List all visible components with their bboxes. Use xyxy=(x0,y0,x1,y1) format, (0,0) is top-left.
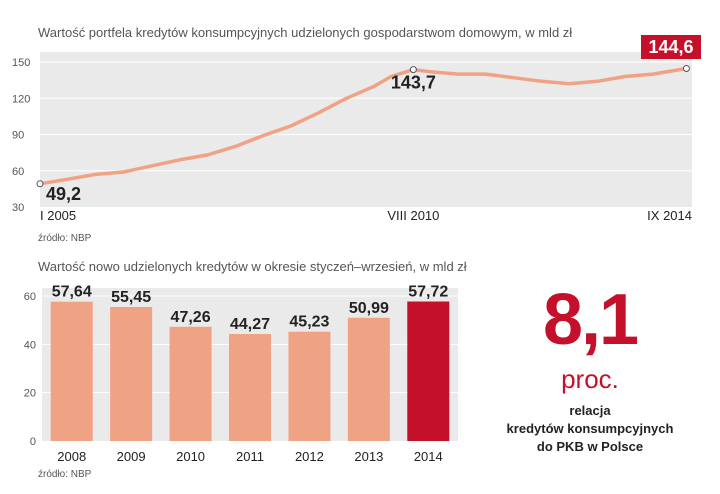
bar-value-label: 57,72 xyxy=(408,284,448,301)
annotation-label: 49,2 xyxy=(46,184,81,204)
bar xyxy=(288,331,331,441)
bar-value-label: 50,99 xyxy=(349,300,389,317)
annotation-box xyxy=(641,35,701,59)
x-tick-label: 2010 xyxy=(176,449,205,464)
x-tick-label: 2009 xyxy=(117,449,146,464)
bar-value-label: 44,27 xyxy=(230,316,270,333)
y-tick-label: 60 xyxy=(12,166,24,178)
bar xyxy=(50,301,93,441)
stat-caption: relacja kredytów konsumpcyjnych do PKB w… xyxy=(470,402,710,456)
bar-value-label: 57,64 xyxy=(52,284,92,301)
x-tick-label: VIII 2010 xyxy=(387,208,439,223)
bar xyxy=(229,334,271,441)
y-tick-label: 150 xyxy=(12,57,30,69)
stat-value: 8,1 xyxy=(542,280,639,360)
data-point-marker xyxy=(36,180,44,188)
plot-background xyxy=(40,52,692,207)
data-point-marker xyxy=(682,65,690,73)
x-tick-label: IX 2014 xyxy=(647,208,692,223)
y-tick-label: 40 xyxy=(24,339,36,351)
y-tick-label: 120 xyxy=(12,93,30,105)
x-tick-label: 2013 xyxy=(354,449,383,464)
stat-unit: proc. xyxy=(561,364,619,394)
x-tick-label: 2011 xyxy=(236,449,264,464)
annotation-label: 143,7 xyxy=(391,73,436,93)
bar xyxy=(110,306,153,441)
x-tick-label: 2012 xyxy=(295,449,324,464)
bar-value-label: 45,23 xyxy=(289,314,329,331)
x-tick-label: 2008 xyxy=(57,449,86,464)
x-tick-label: 2014 xyxy=(414,449,443,464)
y-tick-label: 90 xyxy=(12,130,24,142)
y-tick-label: 30 xyxy=(12,202,24,214)
bar-chart-title: Wartość nowo udzielonych kredytów w okre… xyxy=(38,259,467,274)
bar-value-label: 47,26 xyxy=(171,309,211,326)
stat-caption-line: relacja xyxy=(569,403,611,418)
bar xyxy=(347,317,390,441)
bar xyxy=(169,326,212,441)
annotation-label: 144,6 xyxy=(648,37,693,57)
stat-caption-line: kredytów konsumpcyjnych xyxy=(506,421,674,436)
y-tick-label: 20 xyxy=(24,388,36,400)
line-chart-title: Wartość portfela kredytów konsumpcyjnych… xyxy=(38,25,573,40)
bar-value-label: 55,45 xyxy=(111,289,151,306)
y-tick-label: 60 xyxy=(24,291,36,303)
bar xyxy=(407,301,450,441)
line-chart-source: źródło: NBP xyxy=(38,233,92,244)
y-tick-label: 0 xyxy=(30,436,36,448)
data-point-marker xyxy=(409,66,417,74)
stat-caption-line: do PKB w Polsce xyxy=(536,439,644,454)
series-line xyxy=(38,66,689,186)
x-tick-label: I 2005 xyxy=(40,208,76,223)
bar-chart-source: źródło: NBP xyxy=(38,469,92,480)
